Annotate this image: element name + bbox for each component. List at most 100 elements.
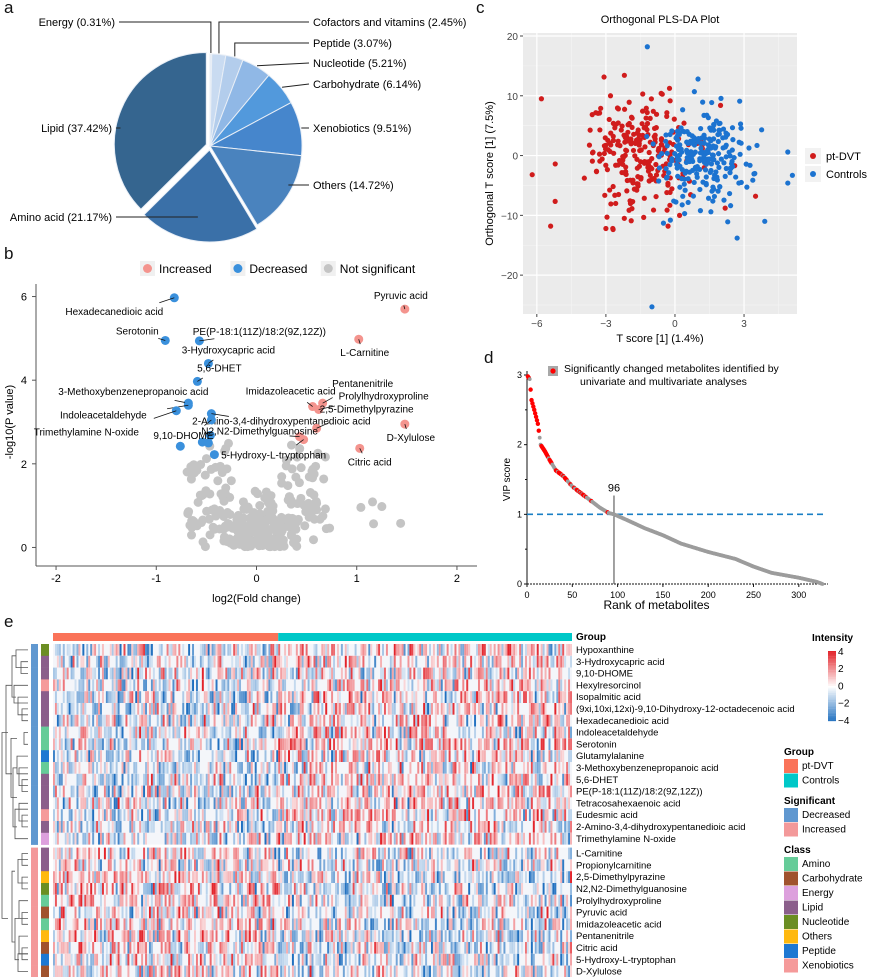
heatmap-cell bbox=[519, 832, 522, 845]
heatmap-cell bbox=[509, 797, 512, 810]
heatmap-cell bbox=[382, 847, 384, 860]
y-tick-label: 4 bbox=[21, 375, 27, 387]
heatmap-cell bbox=[209, 832, 212, 845]
heatmap-cell bbox=[107, 714, 110, 727]
heatmap-cell bbox=[109, 797, 112, 810]
heatmap-cell bbox=[331, 821, 334, 833]
heatmap-cell bbox=[487, 703, 490, 715]
heatmap-cell bbox=[346, 773, 349, 786]
heatmap-cell bbox=[430, 762, 433, 774]
heatmap-cell bbox=[519, 750, 522, 762]
heatmap-cell bbox=[90, 821, 93, 833]
heatmap-cell bbox=[92, 691, 95, 703]
heatmap-cell bbox=[54, 679, 57, 692]
heatmap-cell bbox=[536, 703, 539, 715]
heatmap-cell bbox=[442, 762, 445, 774]
heatmap-cell bbox=[393, 691, 396, 703]
heatmap-cell bbox=[380, 679, 383, 692]
heatmap-cell bbox=[299, 797, 302, 810]
heatmap-cell bbox=[338, 703, 341, 715]
heatmap-cell bbox=[98, 667, 101, 680]
heatmap-cell bbox=[315, 797, 318, 810]
heatmap-cell bbox=[401, 762, 404, 774]
data-point bbox=[589, 112, 595, 118]
heatmap-cell bbox=[184, 809, 187, 821]
heatmap-cell bbox=[221, 644, 224, 656]
heatmap-cell bbox=[456, 679, 459, 692]
point-decreased bbox=[175, 441, 185, 451]
heatmap-cell bbox=[68, 832, 71, 845]
heatmap-cell bbox=[264, 832, 267, 845]
heatmap-cell bbox=[511, 714, 514, 727]
data-point bbox=[624, 138, 631, 144]
heatmap-cell bbox=[246, 832, 249, 845]
heatmap-cell bbox=[184, 679, 187, 692]
heatmap-cell bbox=[170, 667, 173, 680]
heatmap-cell bbox=[495, 821, 498, 833]
data-point bbox=[717, 102, 724, 108]
heatmap-cell bbox=[66, 821, 69, 833]
heatmap-cell bbox=[131, 847, 134, 860]
heatmap-cell bbox=[96, 785, 99, 798]
heatmap-cell bbox=[66, 871, 69, 883]
heatmap-cell bbox=[92, 871, 95, 883]
heatmap-cell bbox=[195, 821, 198, 833]
data-point bbox=[697, 158, 703, 164]
heatmap-cell bbox=[432, 832, 435, 845]
heatmap-cell bbox=[123, 762, 126, 774]
heatmap-cell bbox=[383, 847, 386, 860]
heatmap-cell bbox=[466, 644, 469, 656]
heatmap-cell bbox=[78, 644, 81, 656]
heatmap-cell bbox=[272, 871, 275, 883]
point-not-significant bbox=[208, 522, 218, 532]
heatmap-cell bbox=[284, 847, 287, 860]
heatmap-cell bbox=[170, 859, 173, 872]
legend-label: Decreased bbox=[249, 262, 307, 276]
data-point bbox=[676, 212, 683, 218]
heatmap-cell bbox=[203, 714, 206, 727]
heatmap-cell bbox=[372, 703, 375, 715]
heatmap-cell bbox=[176, 762, 179, 774]
heatmap-cell bbox=[209, 883, 212, 895]
significant-annotation bbox=[31, 785, 38, 798]
heatmap-cell bbox=[58, 655, 61, 668]
heatmap-cell bbox=[501, 797, 504, 810]
heatmap-cell bbox=[98, 847, 101, 860]
heatmap-cell bbox=[331, 871, 334, 883]
heatmap-cell bbox=[554, 714, 557, 727]
heatmap-cell bbox=[227, 785, 230, 798]
heatmap-cell bbox=[477, 703, 480, 715]
heatmap-cell bbox=[207, 859, 210, 872]
heatmap-cell bbox=[266, 667, 269, 680]
heatmap-cell bbox=[489, 667, 492, 680]
data-point bbox=[674, 153, 680, 160]
heatmap-cell bbox=[105, 750, 108, 762]
heatmap-cell bbox=[156, 750, 159, 762]
heatmap-cell bbox=[489, 726, 492, 739]
heatmap-cell bbox=[438, 797, 441, 810]
heatmap-cell bbox=[150, 679, 153, 692]
heatmap-cell bbox=[246, 821, 249, 833]
heatmap-cell bbox=[513, 821, 516, 833]
heatmap-cell bbox=[182, 703, 185, 715]
heatmap-cell bbox=[521, 832, 524, 845]
heatmap-cell bbox=[117, 679, 120, 692]
heatmap-cell bbox=[464, 691, 467, 703]
heatmap-cell bbox=[262, 785, 265, 798]
heatmap-cell bbox=[172, 859, 175, 872]
heatmap-cell bbox=[121, 797, 124, 810]
heatmap-cell bbox=[562, 750, 565, 762]
data-point bbox=[722, 173, 728, 179]
heatmap-cell bbox=[440, 762, 443, 774]
heatmap-cell bbox=[560, 750, 563, 762]
heatmap-cell bbox=[432, 859, 435, 872]
data-point bbox=[663, 138, 669, 144]
heatmap-cell bbox=[521, 821, 524, 833]
heatmap-cell bbox=[550, 859, 553, 872]
heatmap-cell bbox=[162, 703, 165, 715]
heatmap-cell bbox=[468, 738, 471, 751]
heatmap-cell bbox=[295, 821, 298, 833]
heatmap-cell bbox=[123, 667, 126, 680]
point-not-significant bbox=[254, 536, 264, 546]
data-point bbox=[669, 158, 675, 164]
